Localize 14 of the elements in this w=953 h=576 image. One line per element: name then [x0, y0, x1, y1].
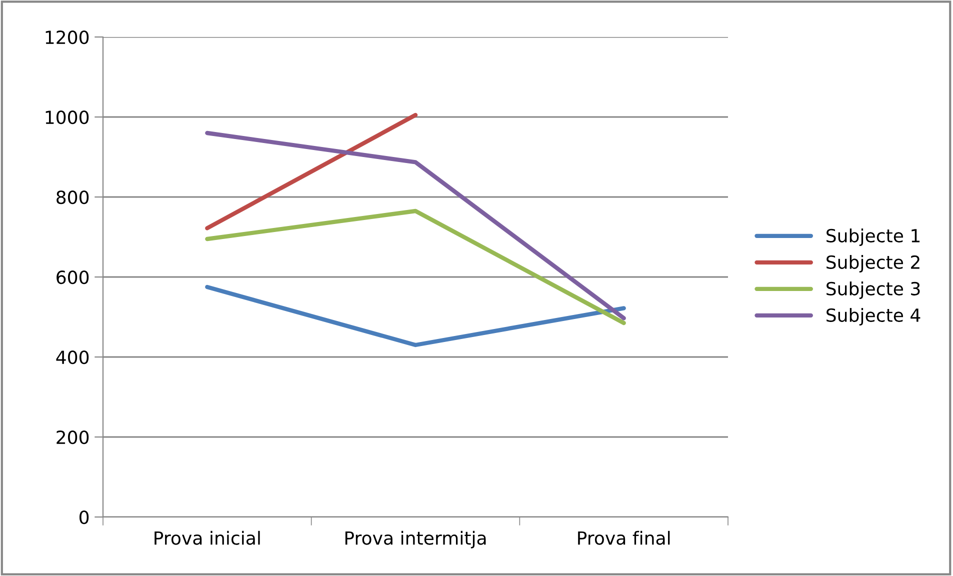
y-tick-label: 600 [56, 270, 89, 284]
x-tick-label: Prova inicial [154, 530, 260, 545]
y-tick-label: 400 [56, 350, 89, 364]
y-tick-label: 1000 [46, 110, 89, 124]
legend-label: Subjecte 3 [826, 282, 920, 299]
y-tick-label: 200 [56, 430, 89, 444]
x-tick-label: Prova intermitja [345, 530, 486, 548]
x-tick-label: Prova final [578, 530, 670, 545]
y-tick-label: 0 [80, 510, 89, 524]
y-tick-label: 1200 [46, 30, 89, 44]
legend-label: Subjecte 1 [826, 228, 920, 246]
legend-label: Subjecte 4 [826, 308, 920, 326]
y-tick-label: 800 [56, 190, 89, 204]
legend-label: Subjecte 2 [826, 255, 920, 272]
